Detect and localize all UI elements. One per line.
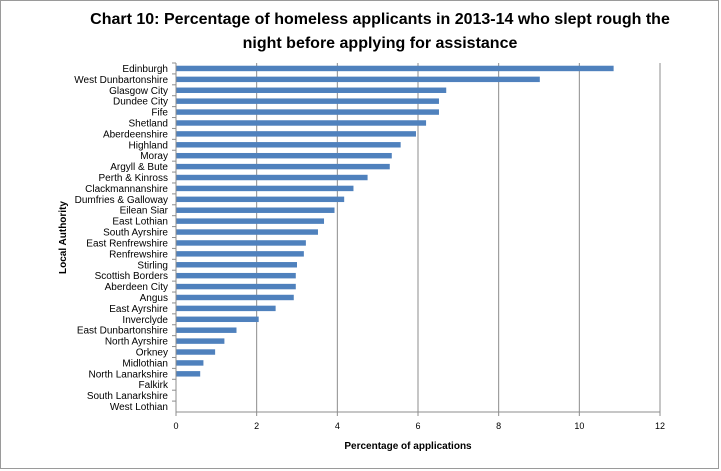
bar-orkney	[176, 349, 216, 355]
bar-west-dunbartonshire	[176, 76, 540, 83]
category-label-clackmannanshire: Clackmannanshire	[85, 184, 168, 195]
category-label-east-ayrshire: East Ayrshire	[109, 304, 168, 315]
bar-glasgow-city	[176, 87, 447, 93]
bar-midlothian	[176, 360, 204, 366]
x-tick-label-2: 2	[254, 421, 259, 431]
x-tick-label-10: 10	[574, 421, 584, 431]
bar-dundee-city	[176, 98, 439, 104]
bar-aberdeen-city	[176, 283, 296, 290]
category-label-eilean-siar: Eilean Siar	[120, 206, 169, 217]
category-label-orkney: Orkney	[136, 348, 168, 359]
bar-moray	[176, 152, 392, 159]
y-axis-label: Local Authority	[58, 201, 69, 274]
category-label-east-lothian: East Lothian	[112, 217, 168, 228]
category-label-west-dunbartonshire: West Dunbartonshire	[74, 75, 168, 86]
category-label-edinburgh: Edinburgh	[122, 64, 168, 75]
bar-angus	[176, 294, 294, 301]
category-label-east-dunbartonshire: East Dunbartonshire	[77, 326, 169, 337]
bar-renfrewshire	[176, 251, 304, 257]
category-label-south-ayrshire: South Ayrshire	[103, 228, 168, 239]
bar-fife	[176, 109, 439, 115]
category-label-dumfries-galloway: Dumfries & Galloway	[75, 195, 168, 206]
x-tick-label-4: 4	[335, 421, 340, 431]
category-label-renfrewshire: Renfrewshire	[109, 249, 168, 260]
x-tick-label-0: 0	[173, 421, 178, 431]
category-label-moray: Moray	[140, 151, 168, 162]
bar-clackmannanshire	[176, 185, 354, 192]
bar-stirling	[176, 262, 297, 268]
bar-south-ayrshire	[176, 229, 318, 235]
bar-east-lothian	[176, 218, 325, 224]
category-label-east-renfrewshire: East Renfrewshire	[86, 238, 168, 249]
bar-east-renfrewshire	[176, 240, 306, 246]
bar-inverclyde	[176, 316, 259, 323]
x-axis-label: Percentage of applications	[344, 441, 472, 452]
category-label-perth-kinross: Perth & Kinross	[99, 173, 168, 184]
bar-dumfries-galloway	[176, 196, 345, 203]
chart-title: Chart 10: Percentage of homeless applica…	[60, 8, 700, 56]
gridlines	[256, 63, 661, 412]
category-label-argyll-bute: Argyll & Bute	[110, 162, 168, 173]
x-tick-label-8: 8	[496, 421, 501, 431]
category-label-midlothian: Midlothian	[122, 358, 168, 369]
bar-north-ayrshire	[176, 338, 225, 344]
x-tick-label-6: 6	[415, 421, 420, 431]
x-tick-labels: 0 2 4 6 8 10 12	[173, 412, 665, 431]
category-label-stirling: Stirling	[137, 260, 168, 271]
bar-edinburgh	[176, 65, 614, 72]
category-label-inverclyde: Inverclyde	[122, 315, 168, 326]
bar-perth-kinross	[176, 174, 368, 181]
bar-aberdeenshire	[176, 131, 416, 137]
category-label-north-ayrshire: North Ayrshire	[105, 337, 169, 348]
category-label-highland: Highland	[129, 140, 168, 151]
chart-title-line-1: Chart 10: Percentage of homeless applica…	[90, 11, 670, 28]
x-tick-label-12: 12	[655, 421, 665, 431]
bar-highland	[176, 142, 401, 148]
category-label-north-lanarkshire: North Lanarkshire	[89, 369, 169, 380]
category-label-falkirk: Falkirk	[139, 380, 169, 391]
chart-title-line-2: night before applying for assistance	[242, 35, 518, 52]
category-label-fife: Fife	[151, 108, 168, 119]
bar-eilean-siar	[176, 207, 335, 213]
category-label-shetland: Shetland	[129, 118, 168, 129]
category-label-west-lothian: West Lothian	[110, 402, 168, 413]
category-label-glasgow-city: Glasgow City	[109, 86, 168, 97]
category-label-scottish-borders: Scottish Borders	[95, 271, 168, 282]
bar-north-lanarkshire	[176, 371, 201, 377]
bar-east-ayrshire	[176, 305, 276, 312]
category-label-south-lanarkshire: South Lanarkshire	[87, 391, 169, 402]
category-label-angus: Angus	[140, 293, 168, 304]
category-label-aberdeenshire: Aberdeenshire	[103, 129, 168, 140]
category-label-dundee-city: Dundee City	[113, 97, 168, 108]
bar-east-dunbartonshire	[176, 327, 237, 333]
bar-shetland	[176, 120, 427, 126]
bars	[176, 65, 614, 377]
bar-argyll-bute	[176, 163, 390, 170]
category-label-aberdeen-city: Aberdeen City	[105, 282, 168, 293]
bar-scottish-borders	[176, 272, 296, 279]
